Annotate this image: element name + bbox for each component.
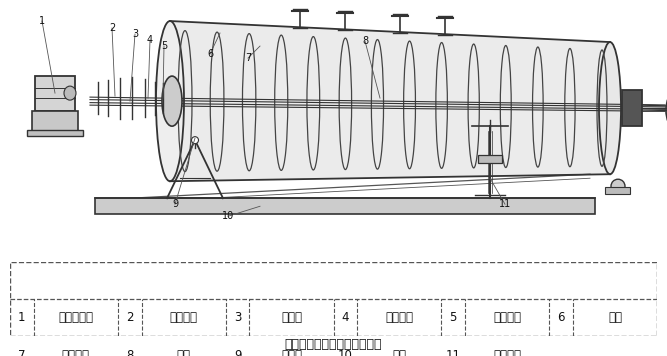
Bar: [478, 155, 502, 163]
Text: 轴承座: 轴承座: [281, 311, 302, 324]
Text: 8: 8: [126, 349, 133, 356]
Text: 9: 9: [172, 199, 178, 209]
Text: 4: 4: [147, 35, 153, 45]
Text: 支撑座: 支撑座: [281, 349, 302, 356]
Text: 壳体: 壳体: [608, 311, 622, 324]
Bar: [622, 90, 642, 126]
Text: 底座: 底座: [392, 349, 406, 356]
Ellipse shape: [162, 76, 182, 126]
Text: 2: 2: [109, 23, 115, 33]
Text: 6: 6: [207, 49, 213, 59]
Text: 11: 11: [499, 199, 511, 209]
Text: 11: 11: [446, 349, 461, 356]
Text: 十字滑块: 十字滑块: [169, 311, 197, 324]
Text: 10: 10: [338, 349, 353, 356]
Text: 旋转接头: 旋转接头: [386, 311, 414, 324]
Bar: [27, 130, 83, 136]
Ellipse shape: [64, 86, 76, 100]
Ellipse shape: [191, 137, 199, 144]
Text: 3: 3: [132, 29, 138, 39]
Ellipse shape: [599, 42, 621, 174]
Text: 7: 7: [18, 349, 25, 356]
Text: 8: 8: [362, 36, 368, 46]
Text: 主轴: 主轴: [177, 349, 191, 356]
Text: 升降丝杆: 升降丝杆: [493, 349, 521, 356]
Ellipse shape: [611, 179, 625, 193]
Text: 电机减速机: 电机减速机: [58, 311, 93, 324]
Polygon shape: [170, 21, 610, 181]
Text: 7: 7: [245, 53, 251, 63]
Ellipse shape: [285, 101, 385, 171]
Text: 10: 10: [222, 211, 234, 221]
Text: 6: 6: [557, 311, 565, 324]
Text: 2: 2: [126, 311, 133, 324]
Text: 1: 1: [39, 16, 45, 26]
Ellipse shape: [156, 21, 184, 181]
Bar: [605, 187, 630, 194]
Text: 机械密封: 机械密封: [493, 311, 521, 324]
Bar: [35, 75, 75, 111]
Text: 1: 1: [18, 311, 25, 324]
Text: 5: 5: [450, 311, 457, 324]
Bar: [32, 111, 78, 131]
Ellipse shape: [275, 71, 395, 171]
Text: 螺旋叶片: 螺旋叶片: [62, 349, 90, 356]
Text: 4: 4: [342, 311, 349, 324]
Text: 5: 5: [161, 41, 167, 51]
Text: 夹层连续式结晶机结构示意图: 夹层连续式结晶机结构示意图: [285, 338, 382, 351]
Ellipse shape: [666, 93, 667, 127]
Text: 3: 3: [234, 311, 241, 324]
Text: 9: 9: [233, 349, 241, 356]
Text: SANHE: SANHE: [281, 112, 388, 140]
Bar: [95, 198, 595, 214]
